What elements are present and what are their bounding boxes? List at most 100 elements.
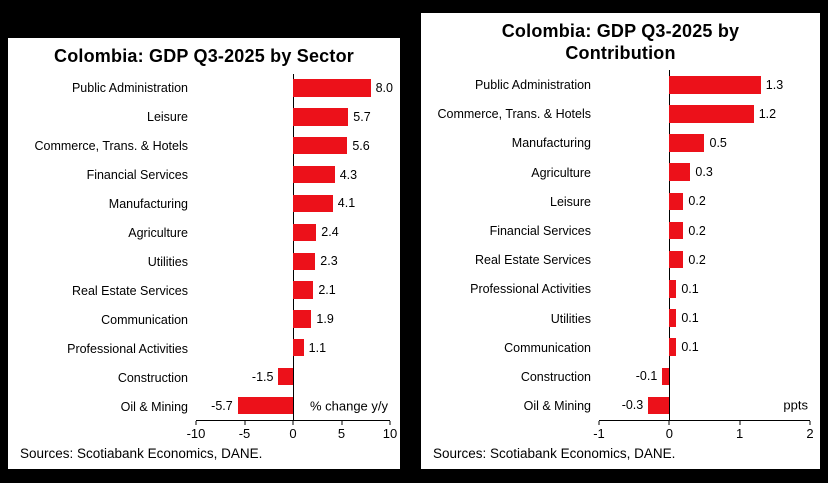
value-label: 0.5 xyxy=(709,136,727,151)
bar xyxy=(293,339,304,357)
value-label: -0.3 xyxy=(621,398,644,413)
bar xyxy=(669,134,705,152)
axis-spacer xyxy=(18,421,196,443)
chart-panel-contribution: Colombia: GDP Q3-2025 by Contribution Pu… xyxy=(421,13,820,469)
tick-label: -10 xyxy=(186,426,206,441)
axis-spacer xyxy=(431,421,599,443)
zero-axis-line xyxy=(293,73,294,420)
category-label: Real Estate Services xyxy=(71,283,188,298)
bar xyxy=(293,310,312,328)
axis-unit-label: ppts xyxy=(783,397,808,413)
bar xyxy=(669,105,754,123)
tick-mark xyxy=(195,421,197,425)
category-label: Commerce, Trans. & Hotels xyxy=(34,138,188,153)
category-label: Manufacturing xyxy=(108,196,188,211)
category-label: Real Estate Services xyxy=(474,253,591,268)
value-label: 0.2 xyxy=(688,252,706,267)
tick-mark xyxy=(341,421,342,425)
axis-unit-label: % change y/y xyxy=(309,398,388,414)
category-labels: Public Administration Leisure Commerce, Tr… xyxy=(18,74,196,421)
plot-area: 8.0 5.7 5.6 4.3 4.1 2.4 2.3 2.1 1.9 1.1 -1.5 -5.7 % … xyxy=(196,73,393,421)
bar xyxy=(237,396,293,415)
category-label: Leisure xyxy=(147,110,188,125)
category-label: Communication xyxy=(504,340,591,355)
bar xyxy=(293,223,317,242)
bar xyxy=(293,194,333,213)
plot-area: 1.3 1.2 0.5 0.3 0.2 0.2 0.2 0.1 0.1 0.1 -0.1 -0.3 pp… xyxy=(599,70,810,421)
bar xyxy=(669,309,677,327)
value-label: -0.1 xyxy=(635,369,658,384)
bar xyxy=(669,163,691,181)
category-label: Agriculture xyxy=(128,225,188,240)
category-label: Leisure xyxy=(550,194,591,209)
tick-label: 0 xyxy=(289,426,297,441)
value-label: -5.7 xyxy=(211,398,233,413)
bar xyxy=(293,281,314,299)
bar xyxy=(648,396,670,415)
value-label: 5.6 xyxy=(352,138,370,153)
category-label: Agriculture xyxy=(531,165,591,180)
value-label: 0.1 xyxy=(681,281,699,296)
tick-mark xyxy=(389,421,391,425)
tick-label: 5 xyxy=(337,426,346,441)
category-label: Oil & Mining xyxy=(120,399,188,414)
tick-label: -1 xyxy=(593,426,605,441)
category-label: Utilities xyxy=(147,254,188,269)
zero-axis-line xyxy=(669,70,671,420)
value-label: 1.1 xyxy=(308,340,327,355)
tick-mark xyxy=(809,421,811,425)
value-label: 0.2 xyxy=(688,194,706,209)
bar xyxy=(293,165,335,184)
category-label: Public Administration xyxy=(71,81,188,96)
bar xyxy=(669,338,677,356)
category-label: Financial Services xyxy=(86,167,188,182)
bar xyxy=(293,108,349,126)
chart-title: Colombia: GDP Q3-2025 by Contribution xyxy=(501,21,740,63)
tick-label: 10 xyxy=(382,426,398,441)
category-label: Manufacturing xyxy=(511,136,591,151)
chart-panel-sector: Colombia: GDP Q3-2025 by Sector Public A… xyxy=(8,38,400,469)
value-label: 1.3 xyxy=(765,77,784,92)
bar xyxy=(293,252,316,270)
category-label: Construction xyxy=(117,370,188,385)
value-label: 2.4 xyxy=(321,225,339,240)
x-axis-ticks: -1 0 1 2 xyxy=(593,421,814,443)
category-labels: Public Administration Commerce, Trans. & … xyxy=(431,70,599,421)
value-label: 1.9 xyxy=(316,311,334,326)
bar xyxy=(293,79,371,97)
x-axis: -1 0 1 2 xyxy=(431,421,814,443)
value-label: -1.5 xyxy=(251,369,274,384)
sources-text: Sources: Scotiabank Economics, DANE. xyxy=(433,446,676,461)
bar xyxy=(278,368,293,386)
tick-mark xyxy=(668,421,670,425)
bar xyxy=(669,76,761,94)
category-label: Utilities xyxy=(550,311,591,326)
tick-mark xyxy=(739,421,741,425)
value-label: 2.3 xyxy=(320,254,338,269)
category-label: Professional Activities xyxy=(470,282,591,297)
tick-label: -5 xyxy=(238,426,251,441)
value-label: 0.2 xyxy=(688,223,706,238)
category-label: Communication xyxy=(101,312,188,327)
category-label: Commerce, Trans. & Hotels xyxy=(437,107,591,122)
tick-mark xyxy=(292,421,294,425)
category-label: Oil & Mining xyxy=(523,399,591,414)
value-label: 0.1 xyxy=(681,310,699,325)
x-axis: -10 -5 0 5 10 xyxy=(18,421,397,443)
value-label: 0.1 xyxy=(681,340,699,355)
chart-title: Colombia: GDP Q3-2025 by Sector xyxy=(54,46,354,66)
chart-body: Public Administration Commerce, Trans. & … xyxy=(431,70,810,421)
value-label: 1.2 xyxy=(758,106,777,121)
category-label: Construction xyxy=(520,370,591,385)
value-label: 4.1 xyxy=(337,196,356,211)
category-label: Professional Activities xyxy=(67,341,188,356)
tick-label: 0 xyxy=(665,426,673,441)
value-label: 0.3 xyxy=(695,165,713,180)
bar xyxy=(662,367,670,385)
bar xyxy=(669,250,684,269)
sources-text: Sources: Scotiabank Economics, DANE. xyxy=(20,446,263,461)
value-label: 8.0 xyxy=(375,81,393,96)
tick-mark xyxy=(244,421,245,425)
bar xyxy=(293,137,348,155)
tick-label: 2 xyxy=(806,426,814,441)
